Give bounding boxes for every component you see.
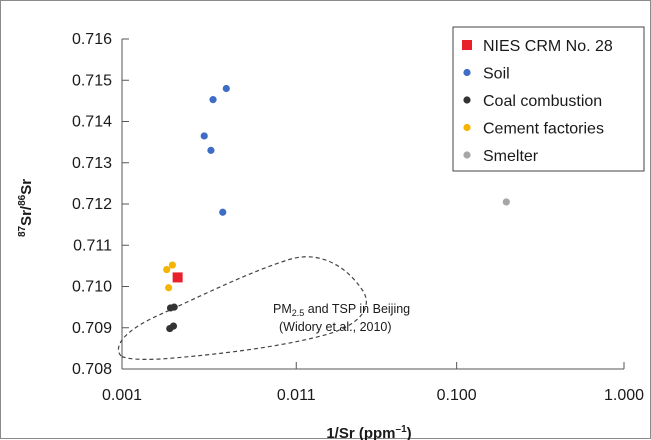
beijing-envelope: PM2.5 and TSP in Beijing (Widory et al.,… (117, 256, 410, 360)
envelope-label-pm: PM (273, 302, 292, 316)
envelope-label-line2: (Widory et al., 2010) (279, 320, 392, 334)
legend: NIES CRM No. 28 Soil Coal combustion Cement… (452, 26, 645, 172)
x-axis-title-main: 1/Sr (ppm (326, 425, 395, 440)
y-tick-label: 0.709 (72, 320, 112, 337)
y-tick-label: 0.714 (72, 114, 112, 131)
legend-marker-nies-crm-no-28 (462, 40, 472, 50)
point-soil (219, 208, 227, 216)
legend-marker-cement-factories (463, 123, 471, 132)
y-tick-label: 0.708 (72, 361, 112, 378)
ticks: 0.708 0.709 0.710 0.711 0.712 0.713 0.714 0.715… (72, 31, 644, 404)
point-cement-factories (165, 284, 173, 292)
y-tick-label: 0.713 (72, 155, 112, 172)
legend-box (452, 26, 645, 172)
x-tick-label: 0.011 (277, 387, 316, 404)
envelope-label-sub: 2.5 (292, 308, 305, 318)
x-axis-title-sup: –1 (396, 424, 408, 435)
legend-label-smelter: Smelter (483, 148, 539, 165)
y-axis-title-mid: Sr/ (18, 205, 35, 226)
legend-label-soil: Soil (483, 66, 510, 83)
legend-marker-soil (463, 68, 471, 77)
x-tick-label: 1.000 (604, 387, 644, 404)
x-axis-title-close: ) (407, 425, 412, 440)
point-soil (222, 84, 230, 93)
x-axis-title: 1/Sr (ppm–1) (326, 424, 411, 440)
legend-label-coal-combustion: Coal combustion (483, 93, 602, 110)
y-axis-title-end: Sr (18, 179, 35, 195)
y-tick-label: 0.710 (72, 279, 112, 296)
point-soil (209, 96, 217, 104)
point-coal-combustion (170, 303, 178, 311)
envelope-label-rest: and TSP in Beijing (304, 302, 410, 316)
beijing-envelope-outline (117, 256, 367, 360)
y-axis-title-sup1: 87 (17, 225, 28, 237)
point-cement-factories (163, 265, 171, 274)
y-tick-label: 0.715 (72, 72, 112, 89)
legend-marker-coal-combustion (463, 96, 471, 104)
data-points (163, 84, 510, 333)
y-tick-label: 0.711 (73, 237, 112, 254)
legend-label-nies-crm-no-28: NIES CRM No. 28 (483, 38, 613, 55)
x-tick-label: 0.100 (437, 387, 477, 404)
point-cement-factories (168, 261, 176, 269)
point-nies-crm-no-28 (172, 272, 183, 283)
legend-label-cement-factories: Cement factories (483, 121, 604, 138)
envelope-label-line1: PM2.5 and TSP in Beijing (273, 302, 410, 318)
legend-marker-smelter (463, 151, 471, 159)
x-tick-label: 0.001 (102, 387, 142, 404)
point-smelter (502, 198, 510, 206)
y-tick-label: 0.712 (72, 196, 112, 213)
y-axis-title-sup2: 86 (17, 194, 28, 206)
point-soil (207, 146, 215, 154)
y-tick-label: 0.716 (72, 31, 112, 48)
point-coal-combustion (169, 322, 178, 330)
y-axis-title: 87Sr/86Sr (17, 179, 35, 237)
point-soil (200, 132, 208, 140)
